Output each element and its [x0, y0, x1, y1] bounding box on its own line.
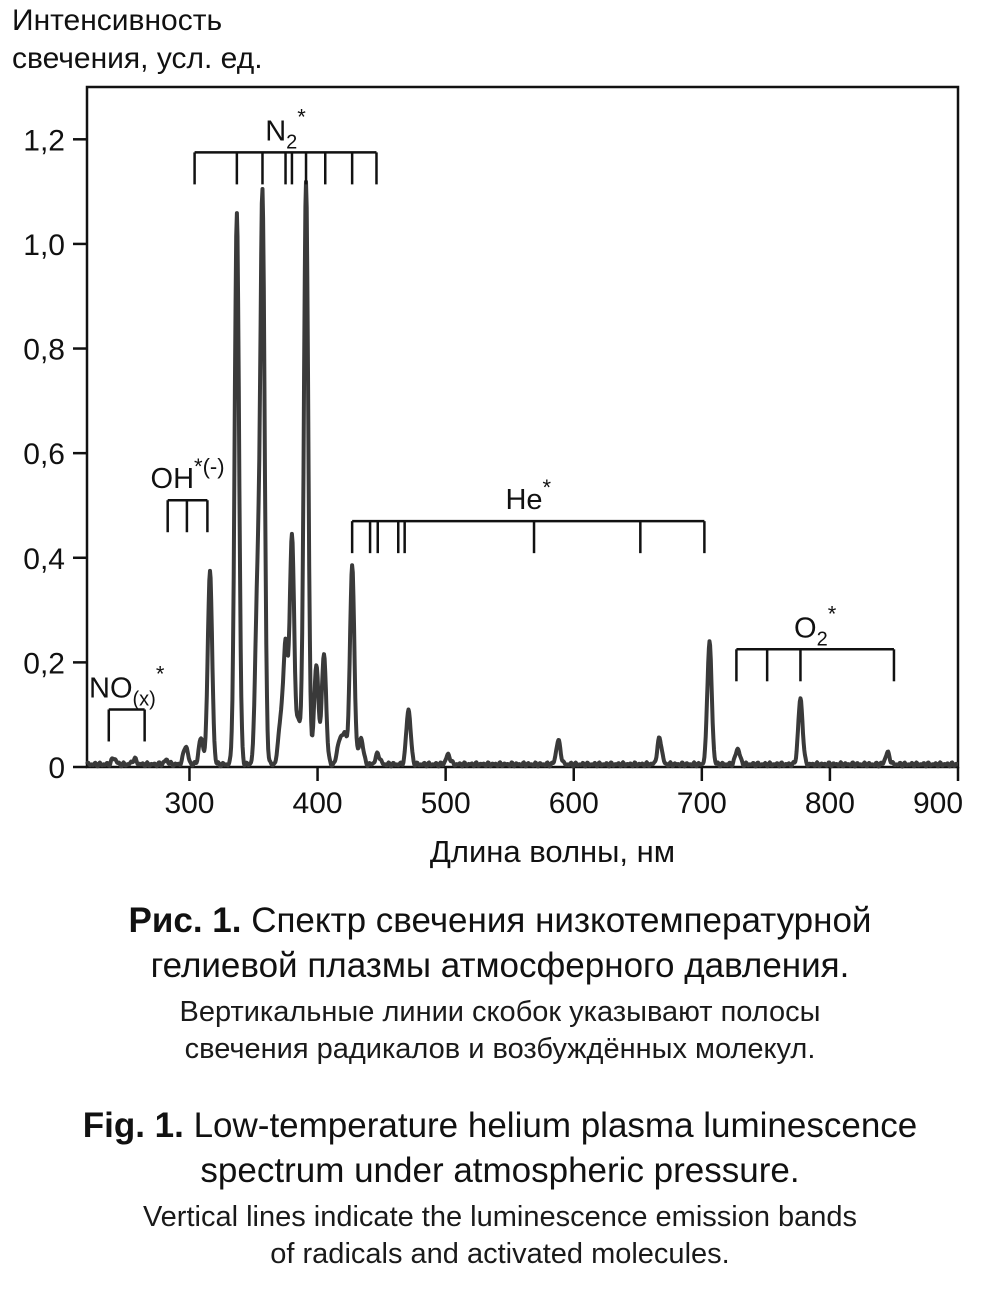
- spectrum-chart: 0 0,2 0,4 0,6 0,8 1,0 1,2 300 400 500 600 700 800 900…: [23, 85, 963, 869]
- caption-en-title-text: Low-temperature helium plasma luminescen…: [183, 1106, 918, 1145]
- y-tick-label-4: 0,8: [23, 334, 65, 367]
- band-annotation-0: NO(x)*: [89, 661, 165, 742]
- band-label-0: NO(x)*: [89, 661, 165, 710]
- band-label-2: N2*: [265, 104, 306, 153]
- x-tick-label-2: 500: [421, 787, 471, 820]
- caption-en-note-line2: of radicals and activated molecules.: [270, 1238, 730, 1270]
- spectrum-figure: Интенсивность свечения, усл. ед. 0 0,2 0,4…: [12, 2, 963, 869]
- caption-ru-title-line2: гелиевой плазмы атмосферного давления.: [150, 946, 850, 985]
- caption-en: Fig. 1. Low-temperature helium plasma lu…: [0, 1103, 1000, 1273]
- series-line-spectrum: [85, 179, 960, 769]
- x-tick-label-5: 800: [805, 787, 855, 820]
- x-tick-label-4: 700: [677, 787, 727, 820]
- caption-ru-label: Рис. 1.: [128, 901, 242, 940]
- y-tick-label-6: 1,2: [23, 124, 65, 157]
- x-tick-label-1: 400: [293, 787, 343, 820]
- x-tick-label-3: 600: [549, 787, 599, 820]
- band-label-3: He*: [505, 475, 551, 516]
- band-annotation-4: O2*: [735, 601, 896, 682]
- caption-en-note-line1: Vertical lines indicate the luminescence…: [142, 1201, 858, 1233]
- x-tick-label-0: 300: [164, 787, 214, 820]
- plot-frame: [85, 85, 960, 769]
- y-axis-label-line1: Интенсивность: [12, 4, 223, 37]
- y-axis-label-line2: свечения, усл. ед.: [12, 42, 263, 75]
- caption-ru-title: Рис. 1. Спектр свечения низкотемпературн…: [0, 898, 1000, 943]
- caption-en-title-line2: spectrum under atmospheric pressure.: [200, 1151, 800, 1190]
- band-annotation-2: N2*: [193, 104, 378, 185]
- y-tick-label-2: 0,4: [23, 543, 65, 576]
- caption-en-label: Fig. 1.: [82, 1106, 184, 1145]
- caption-ru-note-line1: Вертикальные линии скобок указывают поло…: [179, 996, 821, 1028]
- band-annotation-3: He*: [350, 475, 706, 554]
- band-label-4: O2*: [794, 601, 837, 650]
- y-tick-label-5: 1,0: [23, 229, 65, 262]
- caption-ru-note-line2: свечения радикалов и возбуждённых молеку…: [184, 1033, 816, 1065]
- y-tick-label-1: 0,2: [23, 647, 65, 680]
- y-axis-label: Интенсивность свечения, усл. ед.: [12, 2, 263, 78]
- y-tick-label-3: 0,6: [23, 438, 65, 471]
- band-label-1: OH*(-): [151, 454, 225, 495]
- caption-ru: Рис. 1. Спектр свечения низкотемпературн…: [0, 898, 1000, 1068]
- band-annotation-1: OH*(-): [151, 454, 225, 533]
- caption-en-title: Fig. 1. Low-temperature helium plasma lu…: [0, 1103, 1000, 1148]
- y-tick-label-0: 0: [48, 752, 65, 785]
- x-tick-label-6: 900: [913, 787, 963, 820]
- caption-ru-title-text: Спектр свечения низкотемпературной: [241, 901, 872, 940]
- x-axis-label: Длина волны, нм: [430, 834, 675, 869]
